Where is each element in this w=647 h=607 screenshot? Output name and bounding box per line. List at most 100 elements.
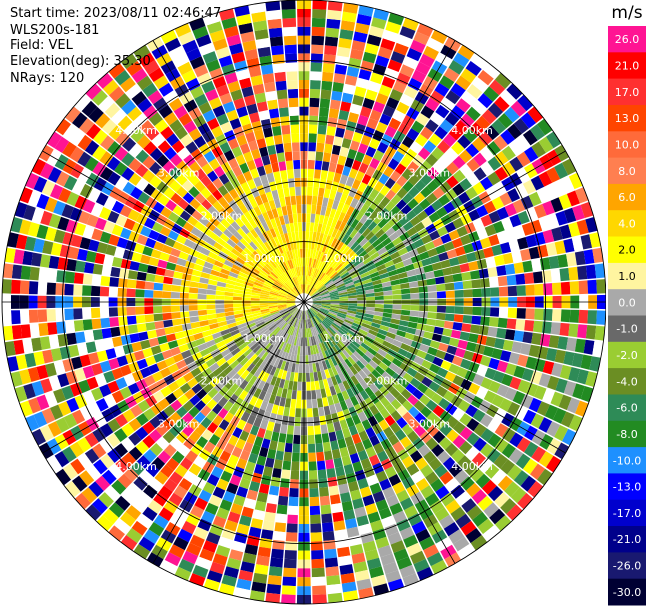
- ppi-gate: [387, 434, 400, 446]
- ppi-gate: [156, 360, 168, 371]
- ppi-gate: [312, 231, 317, 241]
- ppi-gate: [319, 323, 326, 332]
- ppi-gate: [199, 348, 211, 357]
- ppi-gate: [209, 561, 226, 575]
- ppi-gate: [410, 305, 420, 311]
- ppi-gate: [476, 205, 489, 218]
- ppi-gate: [477, 495, 493, 511]
- ppi-gate: [347, 356, 356, 366]
- ppi-gate: [531, 141, 546, 158]
- ppi-gate: [420, 464, 434, 478]
- ppi-gate: [341, 92, 354, 104]
- ppi-gate: [325, 207, 332, 217]
- ppi-gate: [448, 463, 463, 478]
- ppi-gate: [288, 306, 297, 312]
- ppi-gate: [414, 412, 427, 425]
- ppi-gate: [384, 125, 397, 138]
- ppi-gate: [255, 358, 264, 368]
- ppi-gate: [534, 204, 547, 219]
- ppi-gate: [259, 419, 269, 430]
- ppi-gate: [194, 423, 207, 436]
- ppi-gate: [393, 548, 409, 562]
- ppi-gate: [306, 328, 309, 338]
- ppi-gate: [331, 448, 341, 460]
- ppi-gate: [271, 385, 279, 396]
- ppi-gate: [366, 296, 375, 301]
- ppi-gate: [445, 188, 458, 201]
- ppi-gate: [309, 345, 314, 355]
- ppi-gate: [130, 404, 143, 418]
- ppi-gate: [205, 339, 216, 348]
- ppi-gate: [520, 112, 537, 129]
- ppi-gate: [431, 262, 443, 271]
- ppi-gate: [562, 158, 577, 176]
- ppi-gate: [563, 207, 577, 224]
- ppi-gate: [326, 216, 334, 227]
- ppi-gate: [520, 248, 531, 261]
- ppi-gate: [74, 394, 88, 409]
- ppi-gate: [314, 425, 321, 435]
- ppi-gate: [223, 390, 234, 401]
- ppi-gate: [286, 315, 294, 324]
- ppi-gate: [525, 308, 535, 320]
- ppi-gate: [352, 131, 363, 143]
- ppi-gate: [319, 272, 326, 281]
- ppi-gate: [471, 352, 483, 364]
- ppi-gate: [569, 309, 580, 323]
- ppi-gate: [318, 285, 326, 292]
- ppi-gate: [266, 384, 275, 394]
- ppi-gate: [307, 434, 315, 445]
- ppi-gate: [476, 227, 488, 240]
- ppi-gate: [336, 353, 345, 363]
- ppi-gate: [399, 231, 410, 242]
- ppi-gate: [178, 343, 189, 353]
- ppi-gate: [189, 394, 201, 406]
- ppi-gate: [307, 275, 311, 285]
- ppi-gate: [326, 125, 336, 136]
- ppi-gate: [127, 382, 140, 395]
- ppi-gate: [212, 486, 226, 499]
- ppi-gate: [347, 292, 357, 297]
- ppi-gate: [542, 200, 555, 216]
- ppi-gate: [308, 470, 318, 480]
- ppi-gate: [390, 194, 402, 206]
- ppi-gate: [180, 311, 190, 318]
- ppi-gate: [297, 328, 301, 338]
- ppi-gate: [144, 314, 155, 323]
- ppi-gate: [353, 258, 363, 267]
- ppi-gate: [284, 442, 293, 453]
- ppi-gate: [538, 171, 553, 187]
- ppi-gate: [329, 308, 339, 312]
- ppi-gate: [84, 432, 99, 448]
- ppi-gate: [59, 346, 71, 360]
- ppi-gate: [139, 469, 154, 484]
- ppi-gate: [459, 331, 470, 341]
- ppi-gate: [417, 444, 431, 457]
- ppi-gate: [235, 376, 245, 387]
- ppi-gate: [87, 402, 101, 416]
- ppi-gate: [555, 378, 568, 394]
- ppi-gate: [188, 305, 198, 311]
- ppi-gate: [370, 251, 380, 261]
- ppi-gate: [406, 367, 418, 378]
- ppi-gate: [184, 388, 196, 400]
- colorbar-tick-label: -21.0: [613, 533, 641, 546]
- ppi-gate: [245, 403, 254, 415]
- ppi-gate: [524, 441, 539, 458]
- ppi-gate: [311, 317, 317, 326]
- ppi-gate: [402, 180, 414, 193]
- ppi-gate: [297, 372, 302, 382]
- ppi-gate: [253, 417, 263, 428]
- ppi-gate: [448, 60, 465, 75]
- ppi-gate: [315, 362, 321, 372]
- ppi-gate: [468, 209, 481, 222]
- ppi-gate: [419, 536, 435, 551]
- ppi-gate: [356, 234, 365, 244]
- ppi-gate: [383, 290, 393, 296]
- ppi-gate: [429, 340, 441, 350]
- ppi-gate: [269, 412, 277, 423]
- ppi-gate: [292, 308, 299, 317]
- ppi-gate: [413, 31, 430, 46]
- ppi-gate: [271, 548, 284, 559]
- ppi-gate: [341, 500, 354, 512]
